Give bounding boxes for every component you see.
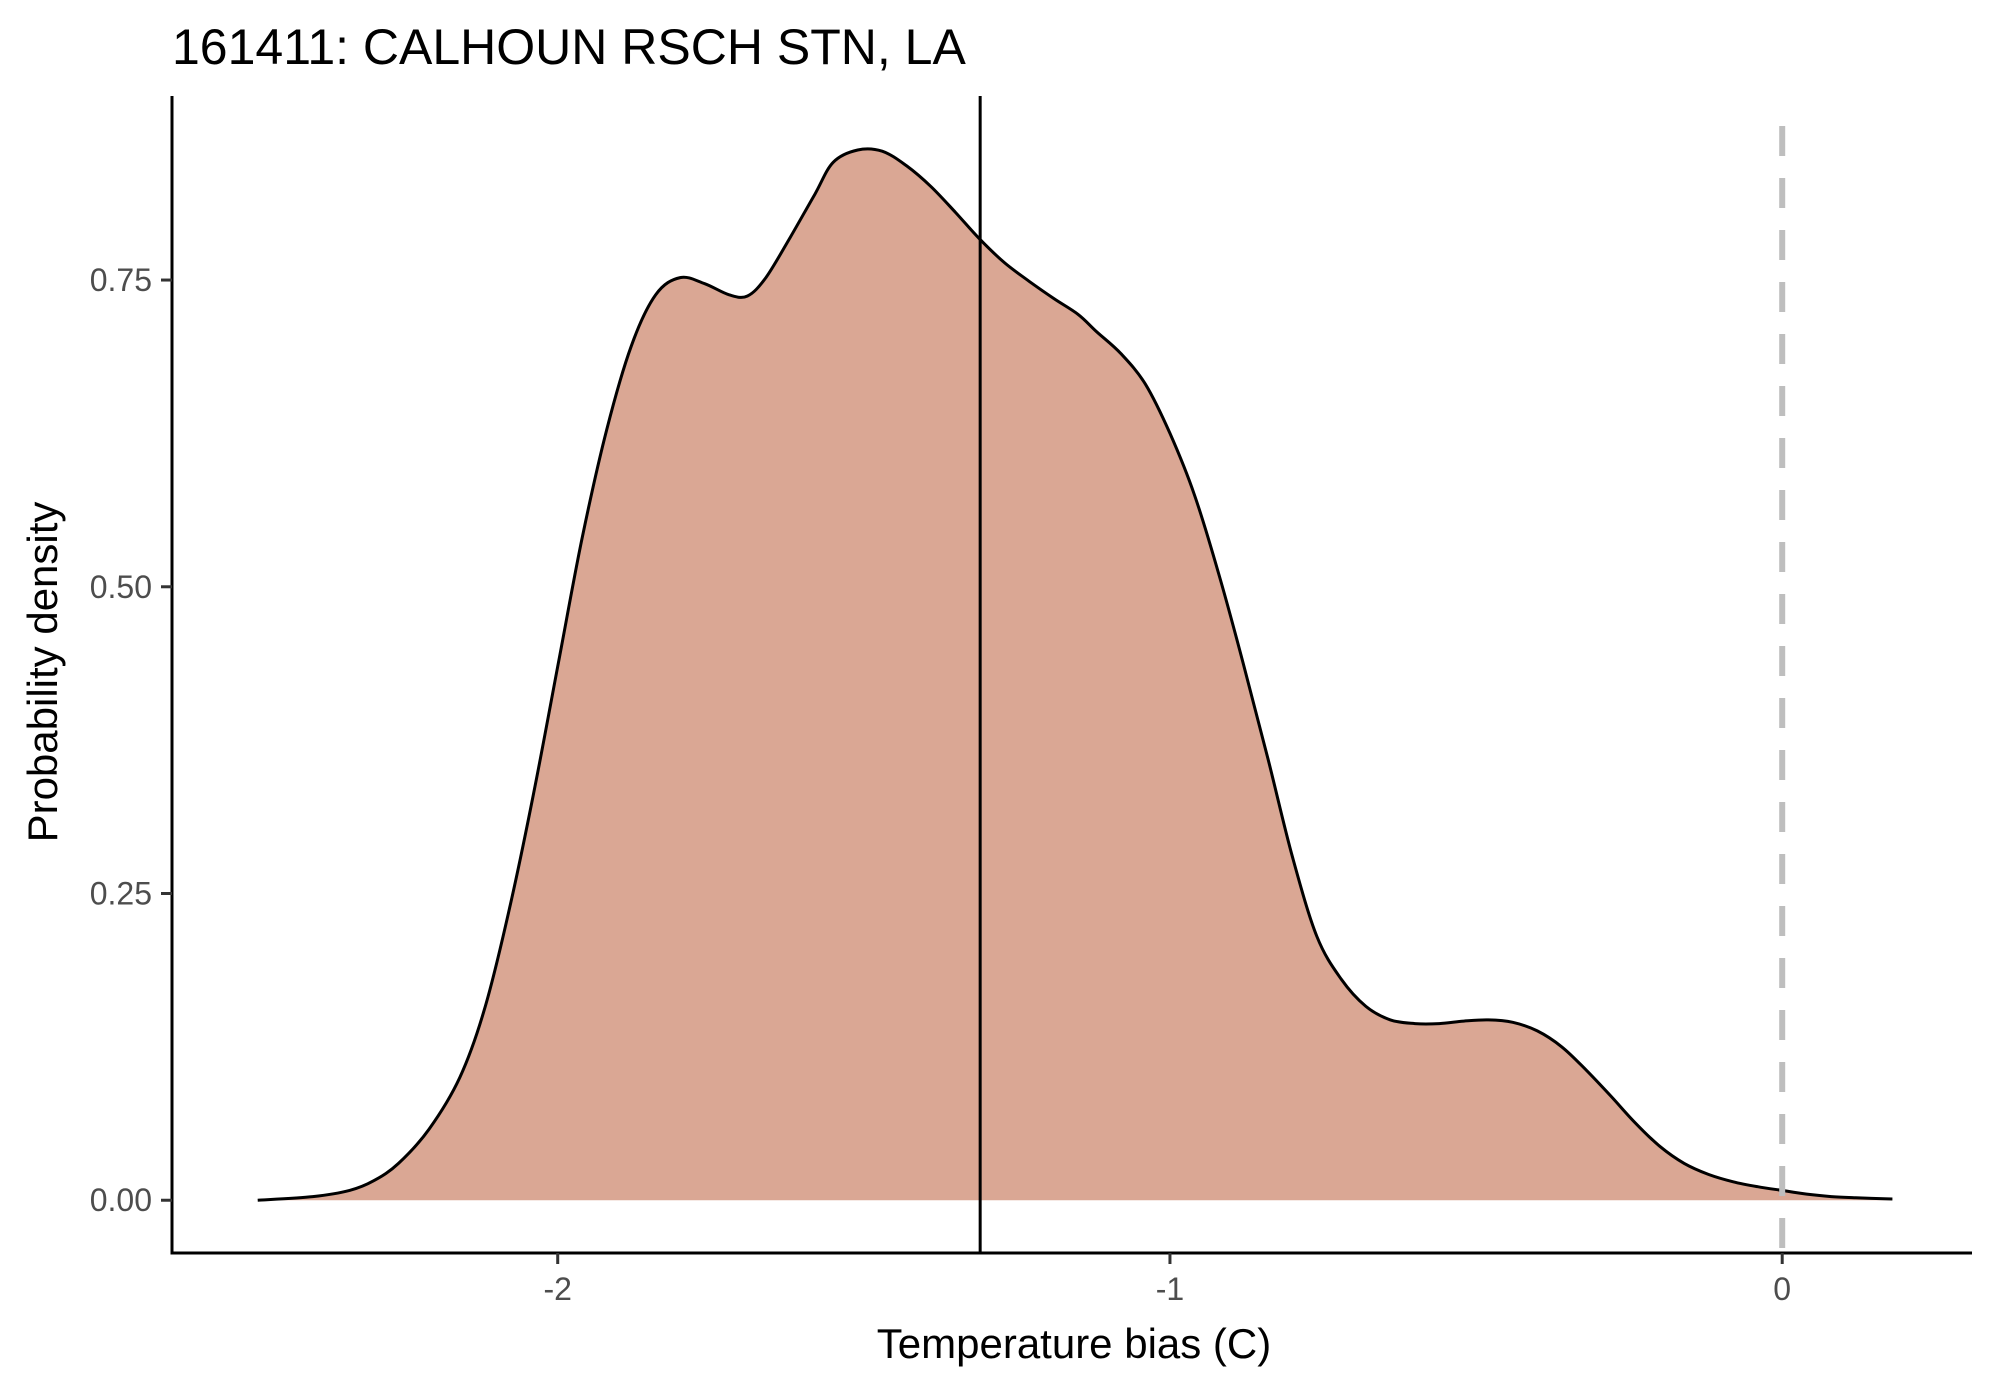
y-tick-label-0: 0.00 xyxy=(90,1182,152,1218)
chart-title: 161411: CALHOUN RSCH STN, LA xyxy=(172,19,966,75)
y-axis-title: Probability density xyxy=(19,502,66,843)
axes: -2 -1 0 0.00 0.25 0.50 0.75 xyxy=(90,96,1972,1307)
x-tick-label-0: -2 xyxy=(543,1271,571,1307)
x-tick-label-1: -1 xyxy=(1156,1271,1184,1307)
y-tick-label-3: 0.75 xyxy=(90,262,152,298)
density-fill-0 xyxy=(257,148,1893,1201)
density-curve-0 xyxy=(257,147,1893,1202)
x-axis-title: Temperature bias (C) xyxy=(877,1320,1271,1367)
plot-area xyxy=(257,96,1893,1253)
y-tick-label-1: 0.25 xyxy=(90,876,152,912)
x-tick-label-2: 0 xyxy=(1773,1271,1791,1307)
y-tick-label-2: 0.50 xyxy=(90,569,152,605)
